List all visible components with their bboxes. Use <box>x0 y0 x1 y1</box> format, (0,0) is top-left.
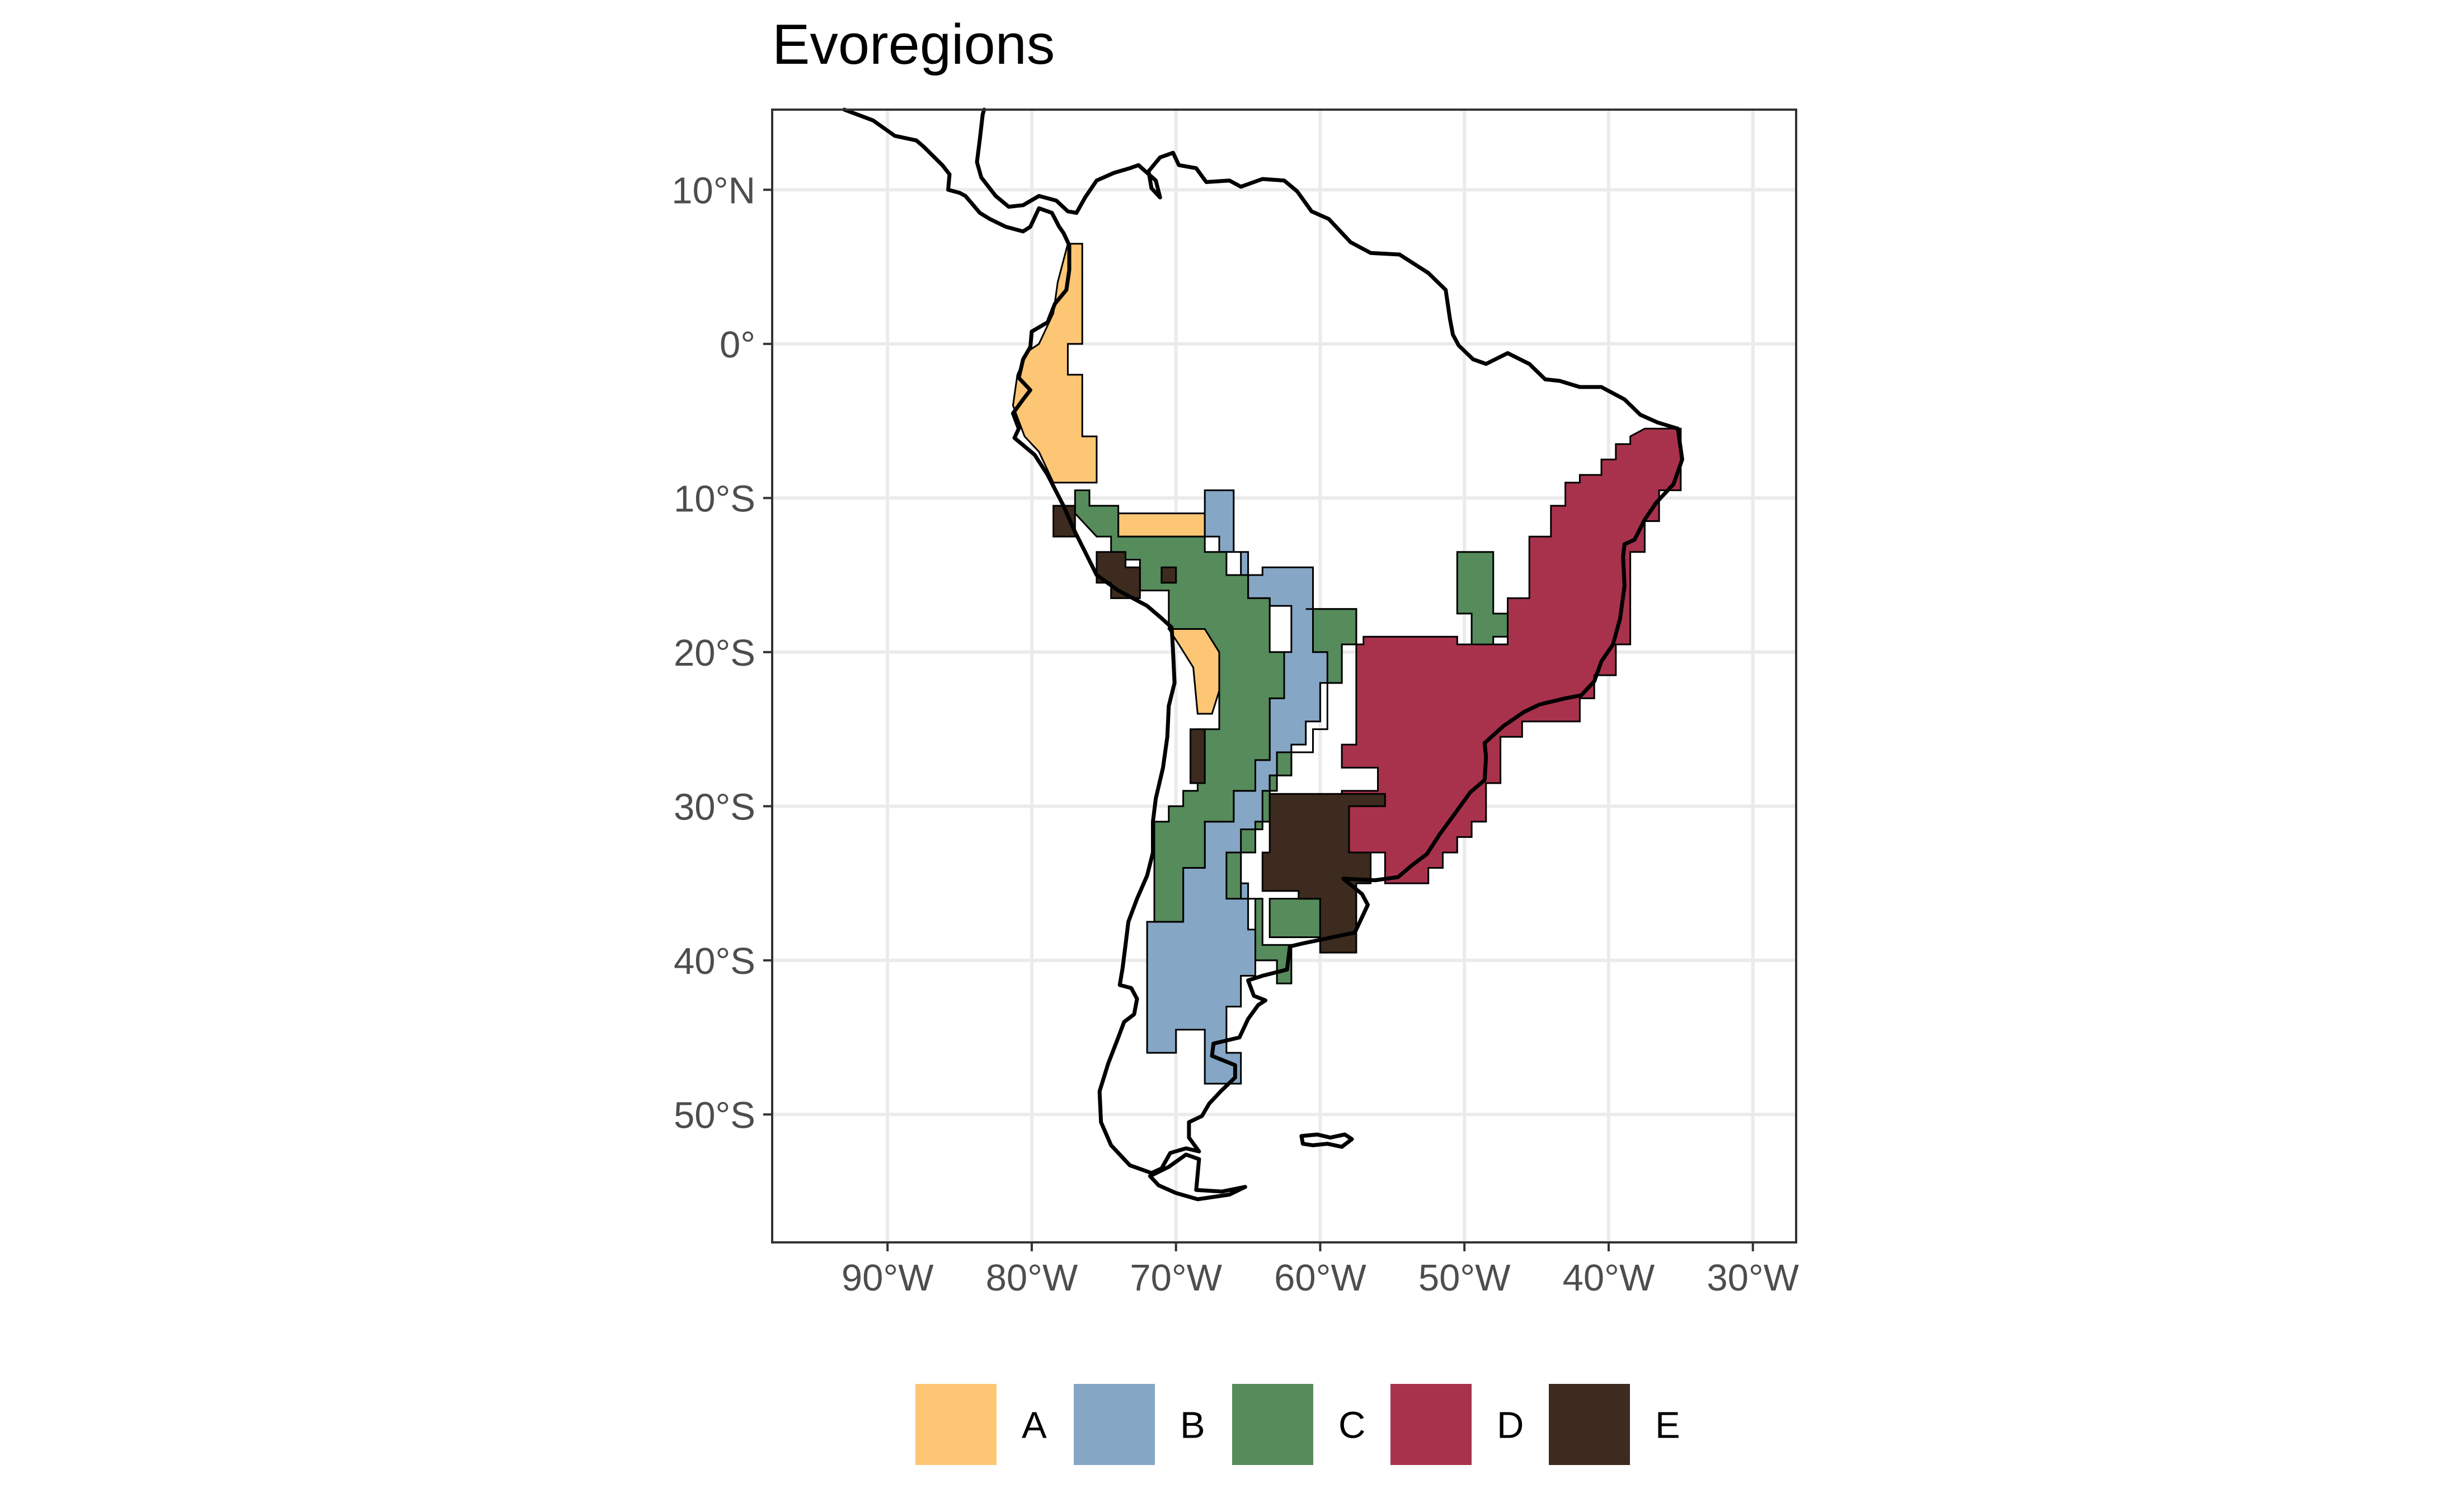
x-tick-label: 80°W <box>986 1257 1078 1299</box>
legend-key-e <box>1549 1384 1630 1465</box>
coastline-falklands <box>1299 1132 1354 1149</box>
coastline <box>842 107 1684 1202</box>
legend-label-b: B <box>1180 1405 1205 1447</box>
y-tick-label: 10°S <box>674 478 755 520</box>
coastline-tierra-del-fuego <box>1148 1152 1247 1202</box>
evoregion-a-polygon <box>1117 512 1206 538</box>
coastline-south-america <box>842 107 1684 1175</box>
evoregion-c-polygon <box>1268 898 1321 938</box>
legend-key-a <box>915 1384 997 1465</box>
evoregion-e-polygon <box>1261 793 1386 954</box>
legend-label-d: D <box>1497 1405 1524 1447</box>
legend-label-a: A <box>1022 1405 1047 1447</box>
evoregion-e-polygon <box>1190 728 1206 784</box>
y-axis: 10°N 0° 10°S 20°S 30°S 40°S 50°S <box>671 169 772 1136</box>
x-tick-label: 70°W <box>1130 1257 1222 1299</box>
evoregion-polygons <box>1012 243 1682 1085</box>
x-tick-label: 60°W <box>1274 1257 1366 1299</box>
evoregion-c-polygon <box>1225 608 1357 985</box>
map-title: Evoregions <box>772 13 1055 76</box>
evoregion-e-polygon <box>1160 566 1177 584</box>
evoregion-c-polygon <box>1074 489 1285 923</box>
evoregion-d-polygon <box>1341 427 1682 884</box>
x-tick-label: 30°W <box>1707 1257 1799 1299</box>
y-tick-label: 50°S <box>674 1094 755 1136</box>
legend-key-d <box>1390 1384 1472 1465</box>
legend-label-c: C <box>1338 1405 1365 1447</box>
legend: A B C D E <box>915 1384 1680 1465</box>
x-tick-label: 40°W <box>1563 1257 1655 1299</box>
x-axis: 90°W 80°W 70°W 60°W 50°W 40°W 30°W <box>842 1242 1799 1299</box>
y-tick-label: 0° <box>720 324 755 366</box>
x-tick-label: 50°W <box>1418 1257 1511 1299</box>
legend-label-e: E <box>1655 1405 1680 1447</box>
y-tick-label: 10°N <box>671 169 755 211</box>
evoregion-e-polygon <box>1096 551 1141 599</box>
x-tick-label: 90°W <box>842 1257 934 1299</box>
y-tick-label: 30°S <box>674 786 755 828</box>
legend-key-c <box>1232 1384 1313 1465</box>
y-tick-label: 20°S <box>674 632 755 674</box>
panel-border <box>771 109 1797 1243</box>
legend-key-b <box>1074 1384 1155 1465</box>
map-panel <box>771 107 1797 1243</box>
evoregion-e-polygon <box>1053 505 1076 538</box>
y-tick-label: 40°S <box>674 940 755 982</box>
evoregion-c-polygon <box>1456 551 1509 646</box>
